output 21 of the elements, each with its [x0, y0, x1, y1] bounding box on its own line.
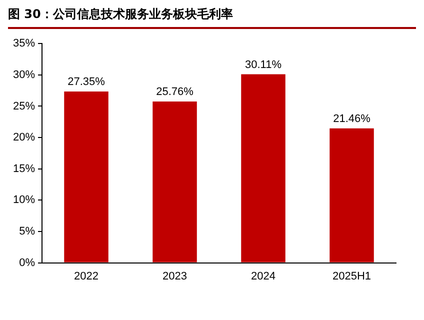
- x-tick-label: 2024: [251, 270, 276, 282]
- chart-title: 图 30：公司信息技术服务业务板块毛利率: [8, 6, 416, 29]
- y-tick-label: 25%: [12, 100, 36, 112]
- x-tick-label: 2023: [162, 270, 187, 282]
- y-tick-label: 10%: [12, 194, 36, 206]
- bar: [241, 74, 286, 262]
- bar: [330, 128, 374, 262]
- bar: [64, 92, 108, 262]
- y-tick-label: 30%: [12, 68, 36, 81]
- y-tick-label: 15%: [12, 162, 36, 175]
- y-tick-label: 5%: [19, 226, 36, 238]
- bar: [152, 101, 197, 262]
- data-label: 30.11%: [245, 58, 282, 71]
- y-tick-label: 35%: [12, 38, 36, 50]
- y-tick-label: 0%: [19, 256, 36, 269]
- data-label: 27.35%: [68, 76, 106, 88]
- x-tick-label: 2025H1: [332, 270, 372, 282]
- x-tick-label: 2022: [74, 270, 99, 282]
- y-tick-label: 20%: [12, 132, 36, 144]
- data-label: 21.46%: [333, 112, 371, 125]
- data-label: 25.76%: [156, 86, 194, 98]
